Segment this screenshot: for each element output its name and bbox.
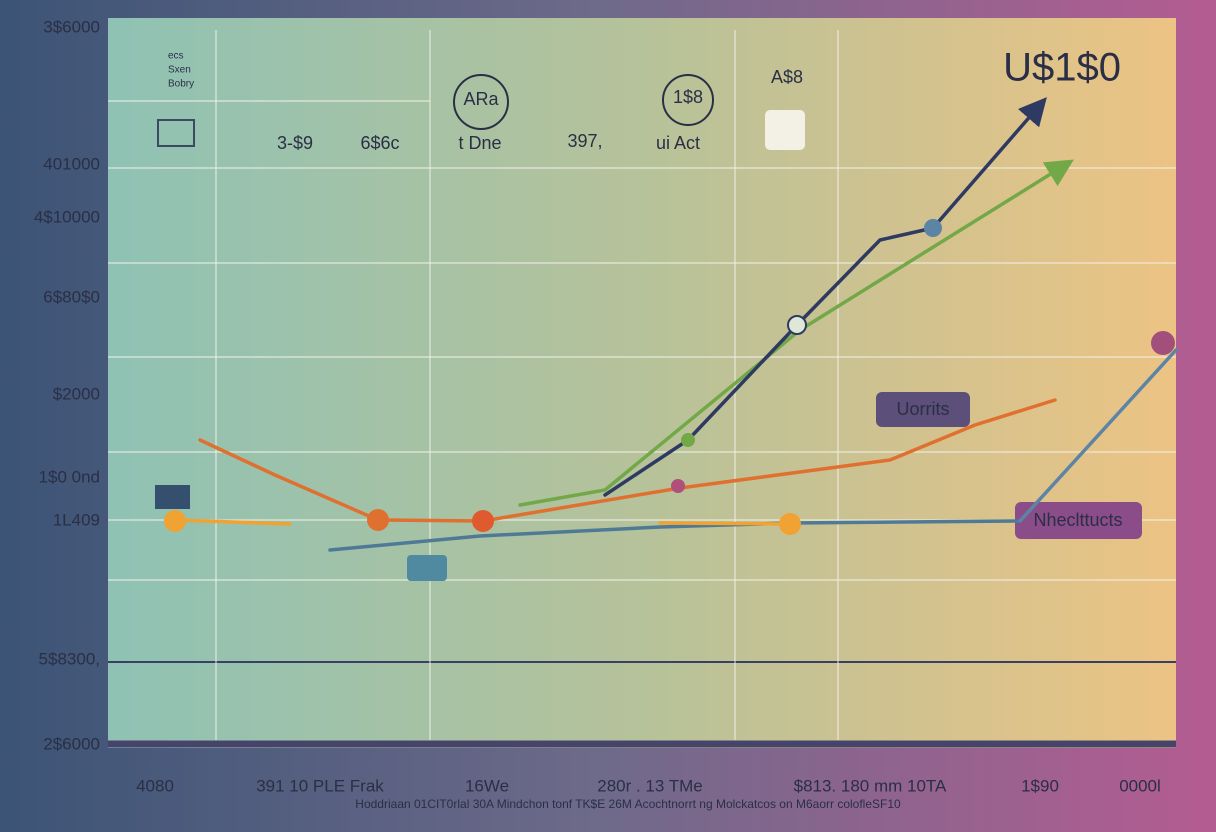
footnote: Hoddriaan 01CIT0rlal 30A Mindchon tonf T… (355, 797, 901, 811)
badge-label: 1$8 (673, 87, 703, 107)
y-axis-label: 4$10000 (34, 207, 100, 226)
badge-label: ARa (463, 89, 499, 109)
header-label: 397, (567, 131, 602, 151)
x-axis-label: 16We (465, 776, 509, 795)
y-axis-label: 401000 (43, 154, 100, 173)
y-axis-label: 1$0 0nd (39, 467, 100, 486)
y-axis-label: 3$6000 (43, 17, 100, 36)
x-axis-label: $813. 180 mm 10TA (794, 776, 947, 795)
legend-label: ecs (168, 51, 184, 62)
header-label: t Dne (458, 133, 501, 153)
x-axis-label: 1$90 (1021, 776, 1059, 795)
x-axis-label: 391 10 PLE Frak (256, 776, 384, 795)
decor (155, 74, 1142, 581)
legend-label: Bobry (168, 79, 194, 90)
y-axis-label: $2000 (53, 384, 100, 403)
big-label: U$1$0 (1003, 46, 1121, 90)
grid (108, 30, 1176, 748)
y-axis-label: 6$80$0 (43, 287, 100, 306)
y-axis-label: 2$6000 (43, 734, 100, 753)
legend-label: Sxen (168, 65, 191, 76)
header-label: 3-$9 (277, 133, 313, 153)
header-label: ui Act (656, 133, 700, 153)
y-axis-label: 5$8300, (39, 649, 100, 668)
lines (164, 97, 1178, 552)
header-label: 6$6c (360, 133, 399, 153)
badge-label: A$8 (771, 67, 803, 87)
plot-area (108, 18, 1176, 748)
x-axis-label: 280r . 13 TMe (597, 776, 703, 795)
x-axis-label: 0000l (1119, 776, 1161, 795)
annotation: Nheclttucts (1033, 510, 1122, 530)
x-axis-label: 4080 (136, 776, 174, 795)
annotation: Uorrits (897, 399, 950, 419)
y-axis-label: 1L409 (53, 510, 100, 529)
